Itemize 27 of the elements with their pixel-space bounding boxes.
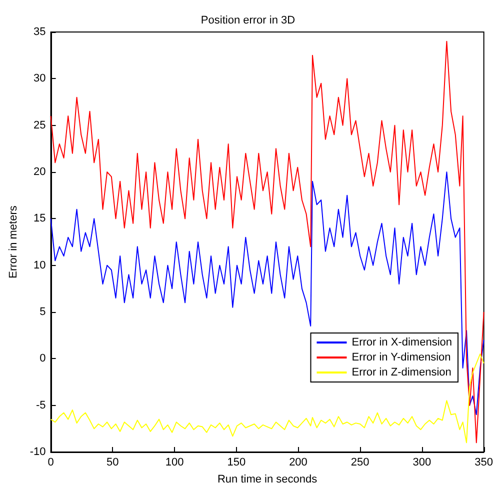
legend-label: Error in Z-dimension	[352, 366, 452, 378]
x-tick-label: 50	[106, 456, 119, 468]
y-tick-label: 0	[40, 352, 46, 365]
y-axis-title: Error in meters	[8, 205, 20, 278]
x-tick-label: 200	[289, 456, 308, 468]
y-tick-label: -10	[30, 446, 46, 458]
x-tick-label: 300	[412, 456, 432, 468]
y-tick-label: 20	[34, 166, 46, 178]
y-tick-label: 5	[40, 306, 46, 318]
line-series	[50, 40, 484, 444]
line-series	[50, 172, 484, 416]
line-series	[50, 354, 484, 444]
y-tick-label: 30	[34, 72, 46, 85]
y-tick-label: 35	[34, 26, 46, 38]
x-tick-label: 250	[350, 456, 370, 468]
x-tick-label: 150	[227, 456, 246, 468]
chart-title: Position error in 3D	[200, 14, 296, 26]
y-tick-label: 25	[34, 119, 46, 132]
y-tick-label: 10	[34, 259, 46, 272]
y-tick-label: -5	[36, 399, 46, 412]
legend-label: Error in X-dimension	[352, 336, 452, 348]
x-axis-title: Run time in seconds	[217, 474, 318, 486]
y-tick-label: 15	[34, 212, 46, 225]
legend-label: Error in Y-dimension	[352, 352, 451, 364]
x-tick-label: 0	[48, 456, 54, 468]
x-tick-label: 100	[165, 456, 184, 468]
x-tick-label: 350	[474, 456, 494, 468]
